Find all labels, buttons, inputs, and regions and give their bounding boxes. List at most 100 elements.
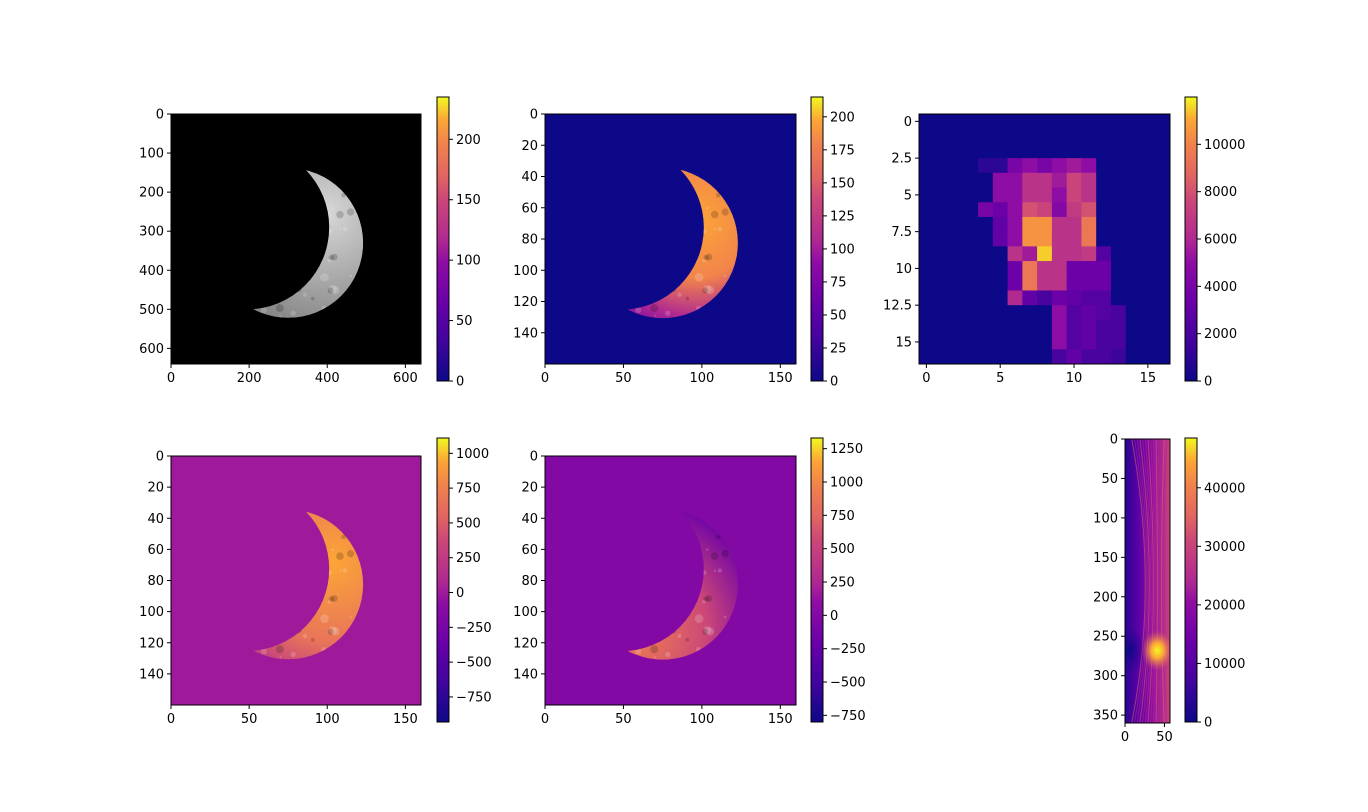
heatmap-cell bbox=[933, 261, 950, 277]
heatmap-cell bbox=[948, 216, 964, 233]
heatmap-cell bbox=[1007, 290, 1023, 306]
heatmap-cell bbox=[992, 114, 1009, 130]
heatmap-cell bbox=[1037, 216, 1053, 233]
heatmap-cell bbox=[1096, 334, 1112, 350]
heatmap-cell bbox=[992, 349, 1009, 364]
colorbar-tick-label: 1000 bbox=[456, 447, 489, 462]
heatmap-cell bbox=[978, 216, 994, 233]
heatmap-cell bbox=[1096, 202, 1112, 218]
colorbar-tick-label: 1000 bbox=[830, 476, 863, 491]
heatmap-cell bbox=[1096, 231, 1112, 247]
sinogram-dark-region bbox=[1125, 624, 1146, 676]
colorbar-tick-label: −750 bbox=[456, 690, 492, 705]
colorbar-tick-label: 0 bbox=[456, 375, 464, 390]
heatmap-cell bbox=[1051, 246, 1068, 262]
heatmap-cell bbox=[948, 246, 964, 262]
heatmap-cell bbox=[1155, 231, 1170, 247]
heatmap-cell bbox=[978, 290, 994, 306]
heatmap-cell bbox=[963, 305, 979, 321]
heatmap-cell bbox=[1081, 261, 1097, 277]
heatmap-cell bbox=[919, 143, 935, 159]
heatmap-cell bbox=[978, 128, 994, 145]
heatmap-cell bbox=[1022, 246, 1038, 262]
heatmap-cell bbox=[992, 216, 1009, 233]
y-tick-label: 60 bbox=[521, 201, 538, 216]
heatmap-cell bbox=[1007, 216, 1023, 233]
x-tick-label: 0 bbox=[1121, 730, 1129, 745]
colorbar-gradient bbox=[1184, 437, 1198, 723]
colorbar-tick-label: −250 bbox=[456, 621, 492, 636]
heatmap-cell bbox=[1081, 349, 1097, 364]
colorbar-tick-label: 75 bbox=[830, 275, 847, 290]
axes-frame bbox=[1124, 438, 1171, 724]
colorbar-tick-label: 150 bbox=[830, 176, 855, 191]
y-tick-label: 10 bbox=[895, 262, 912, 277]
colorbar-tick-label: 150 bbox=[456, 193, 481, 208]
colorbar-tick-label: 500 bbox=[456, 516, 481, 531]
heatmap-cell bbox=[992, 290, 1009, 306]
heatmap-cell bbox=[1140, 334, 1156, 350]
sinogram-curve bbox=[1147, 439, 1154, 723]
block-sums-panel: 0 5 10 15 0 2.5 5 7.5 10 12.5 15 0 2000 4000 6000 8000 1… bbox=[883, 96, 1245, 390]
heatmap-cell bbox=[1125, 216, 1142, 233]
heatmap-cell bbox=[1155, 202, 1170, 218]
sinogram-curve bbox=[1159, 439, 1162, 723]
gradient-y-colorbar: −750 −500 −250 0 250 500 750 1000 1250 bbox=[810, 437, 866, 724]
moon-crescent bbox=[213, 509, 364, 660]
heatmap-cell bbox=[1096, 290, 1112, 306]
heatmap-cell bbox=[933, 128, 950, 145]
heatmap-cell bbox=[1096, 305, 1112, 321]
heatmap-cell bbox=[992, 275, 1009, 292]
y-tick-label: 140 bbox=[513, 326, 538, 341]
heatmap-cell bbox=[1125, 128, 1142, 145]
heatmap-cell bbox=[1007, 143, 1023, 159]
y-tick-label: 2.5 bbox=[891, 152, 912, 167]
heatmap-cell bbox=[1066, 319, 1083, 336]
heatmap-cell bbox=[1125, 114, 1142, 130]
x-tick-label: 200 bbox=[237, 371, 262, 386]
y-tick-label: 0 bbox=[530, 108, 538, 123]
y-tick-label: 20 bbox=[521, 481, 538, 496]
colorbar-tick-label: 10000 bbox=[1204, 657, 1245, 672]
heatmap-cell bbox=[1081, 231, 1097, 247]
heatmap-cell bbox=[1155, 114, 1170, 130]
y-tick-label: 80 bbox=[521, 574, 538, 589]
x-tick-label: 50 bbox=[615, 371, 632, 386]
heatmap-cell bbox=[933, 143, 950, 159]
heatmap-cell bbox=[948, 172, 964, 189]
heatmap-cell bbox=[978, 187, 994, 203]
heatmap-cell bbox=[1066, 158, 1083, 174]
heatmap-cell bbox=[919, 128, 935, 145]
heatmap-cell bbox=[992, 158, 1009, 174]
colorbar-tick-label: 0 bbox=[456, 586, 464, 601]
colorbar-tick-label: 200 bbox=[830, 110, 855, 125]
heatmap-cell bbox=[992, 202, 1009, 218]
colorbar-gradient bbox=[810, 96, 824, 382]
moon-downsampled-colorbar: 0 25 50 75 100 125 150 175 200 bbox=[810, 96, 855, 390]
y-tick-label: 0 bbox=[156, 450, 164, 465]
heatmap-cell bbox=[1081, 275, 1097, 292]
heatmap-cell bbox=[1051, 143, 1068, 159]
heatmap-cell bbox=[1125, 261, 1142, 277]
y-tick-label: 80 bbox=[147, 574, 164, 589]
heatmap-cell bbox=[948, 143, 964, 159]
colorbar-tick-label: 750 bbox=[456, 482, 481, 497]
heatmap-cell bbox=[1140, 319, 1156, 336]
x-tick-label: 0 bbox=[167, 712, 175, 727]
heatmap-cell bbox=[1096, 114, 1112, 130]
moon-downsampled-image bbox=[545, 114, 796, 364]
heatmap-cell bbox=[1096, 128, 1112, 145]
gradient-x-panel: 0 50 100 150 0 20 40 60 80 100 120 140 −750 −500 −250 0… bbox=[139, 437, 492, 727]
heatmap-cell bbox=[933, 187, 950, 203]
heatmap-cell bbox=[1007, 128, 1023, 145]
x-tick-label: 100 bbox=[315, 712, 340, 727]
heatmap-cell bbox=[1155, 187, 1170, 203]
heatmap-cell bbox=[1125, 246, 1142, 262]
heatmap-cell bbox=[1125, 334, 1142, 350]
colorbar-tick-label: 0 bbox=[1204, 716, 1212, 731]
heatmap-cell bbox=[919, 319, 935, 336]
heatmap-cell bbox=[978, 143, 994, 159]
heatmap-cell bbox=[978, 349, 994, 364]
y-tick-label: 0 bbox=[530, 450, 538, 465]
y-tick-label: 80 bbox=[521, 233, 538, 248]
